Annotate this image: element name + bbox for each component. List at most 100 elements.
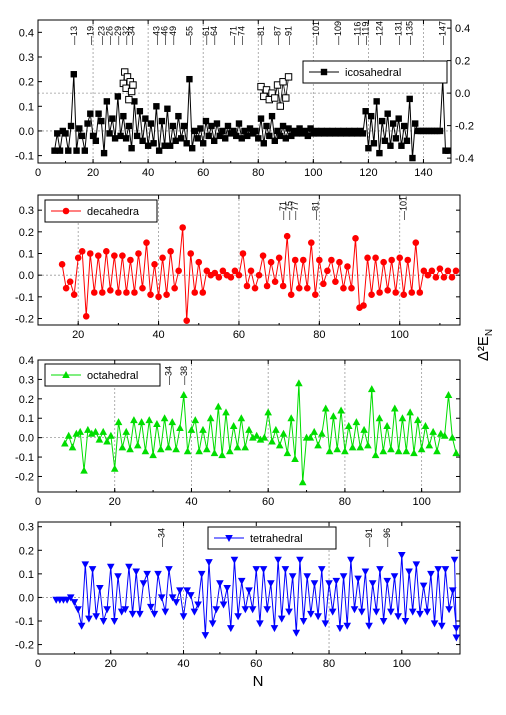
annotation-label: —29: [113, 26, 123, 45]
data-point: [139, 580, 148, 588]
data-point: [419, 582, 428, 590]
legend-box: [44, 199, 158, 223]
data-point: [175, 267, 182, 275]
data-point: [445, 147, 451, 154]
data-point: [448, 587, 457, 595]
legend-box: [302, 60, 448, 84]
data-point: [438, 622, 446, 630]
annotation-label: —38: [179, 366, 189, 385]
data-point: [347, 556, 355, 564]
data-point: [227, 274, 235, 281]
y-tick-label: 0.4: [19, 27, 34, 39]
right-y-tick-label: 0.4: [455, 23, 470, 35]
secondary-data-point: [279, 78, 287, 86]
data-point: [370, 140, 378, 147]
x-tick-label: 20: [105, 658, 117, 670]
data-point: [387, 445, 395, 453]
data-point: [321, 620, 330, 628]
x-tick-label: 60: [250, 658, 262, 670]
data-point: [114, 418, 123, 426]
data-point: [246, 125, 254, 132]
data-point: [405, 568, 413, 576]
y-tick-label: 0.1: [19, 569, 34, 581]
annotation-label-group: —23: [96, 26, 106, 45]
data-point: [143, 239, 150, 246]
y-tick-label: -0.1: [15, 452, 34, 464]
data-point: [372, 608, 381, 616]
data-point: [332, 278, 339, 285]
data-point: [117, 132, 124, 140]
data-point: [179, 390, 188, 398]
data-point: [223, 585, 231, 592]
data-point: [164, 443, 173, 451]
data-point: [202, 117, 210, 125]
legend-label: icosahedral: [345, 67, 401, 79]
annotation-label: —124: [374, 21, 384, 45]
data-point: [197, 125, 204, 132]
data-point: [136, 108, 144, 115]
data-point: [100, 149, 108, 157]
data-point: [241, 127, 248, 135]
data-point: [384, 110, 391, 117]
data-point: [146, 603, 155, 611]
data-point: [408, 608, 417, 616]
annotation-label-group: —71: [278, 201, 288, 220]
data-point: [424, 271, 432, 279]
data-point: [306, 433, 315, 441]
data-point: [186, 75, 193, 83]
data-point: [404, 256, 412, 264]
data-point: [216, 132, 223, 140]
data-point: [215, 274, 223, 281]
data-point: [367, 385, 376, 393]
data-point: [384, 287, 391, 294]
data-point: [143, 570, 151, 578]
legend-marker: [225, 535, 233, 542]
y-tick-label: 0.2: [19, 77, 34, 89]
data-point: [252, 566, 261, 574]
annotation-label-group: —34: [157, 528, 167, 547]
data-point: [402, 447, 411, 455]
annotation-label-group: —61: [201, 26, 211, 45]
data-point: [244, 132, 251, 140]
data-point: [376, 149, 383, 157]
data-point: [452, 634, 460, 642]
data-point: [76, 427, 84, 435]
data-point: [149, 451, 157, 459]
data-point: [256, 620, 264, 628]
data-point: [364, 254, 371, 262]
data-point: [376, 289, 383, 296]
data-point: [314, 441, 322, 449]
y-tick-label: 0.3: [19, 522, 34, 534]
data-point: [166, 142, 174, 149]
data-point: [180, 122, 188, 130]
data-point: [187, 425, 196, 433]
data-point: [421, 422, 430, 429]
data-point: [212, 606, 221, 614]
data-point: [299, 618, 308, 625]
data-point: [436, 127, 444, 135]
annotation-label-group: —91: [284, 26, 294, 45]
data-point: [373, 98, 380, 105]
data-point: [362, 108, 369, 115]
data-point: [274, 556, 282, 564]
data-point: [245, 425, 253, 433]
annotation-label: —43: [151, 26, 161, 45]
data-point: [92, 137, 100, 145]
data-point: [235, 120, 243, 127]
data-point: [80, 466, 88, 474]
data-point: [307, 125, 314, 132]
data-point: [288, 132, 295, 140]
data-point: [245, 587, 253, 595]
data-point: [107, 431, 115, 439]
data-point: [155, 147, 163, 154]
annotation-label: —34: [163, 366, 173, 385]
data-point: [95, 110, 102, 117]
y-tick-label: 0.3: [19, 374, 34, 386]
data-point: [380, 258, 387, 266]
data-point: [348, 443, 357, 451]
data-point: [142, 115, 149, 122]
data-point: [429, 427, 437, 435]
data-point: [194, 135, 201, 142]
data-point: [303, 573, 312, 581]
right-y-tick-label: -0.4: [455, 153, 474, 165]
